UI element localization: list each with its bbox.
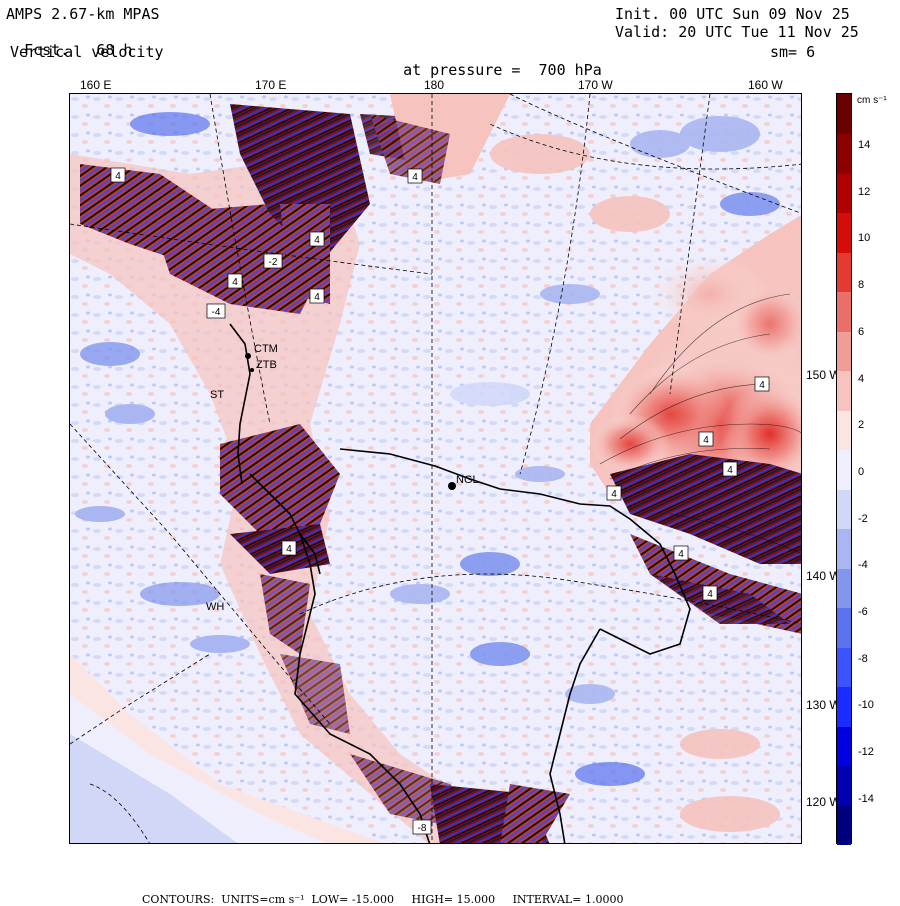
colorbar bbox=[836, 93, 852, 846]
contour-label: 4 bbox=[110, 167, 126, 183]
lat-label-120w: 120 W bbox=[806, 795, 841, 809]
colorbar-tick-label: -10 bbox=[858, 699, 874, 712]
colorbar-unit: cm s⁻¹ bbox=[857, 95, 887, 106]
svg-text:4: 4 bbox=[232, 277, 238, 288]
lat-label-130w: 130 W bbox=[806, 698, 841, 712]
contour-label: -8 bbox=[412, 819, 432, 835]
contour-label: -4 bbox=[206, 303, 226, 319]
vertical-velocity-map: NGL CTM ZTB WH ST 4 4 4 4 4 -4 4 -2 4 4 bbox=[69, 93, 802, 844]
contour-label: 4 bbox=[407, 168, 423, 184]
colorbar-tick-label: 6 bbox=[858, 325, 865, 338]
colorbar-segment bbox=[837, 370, 851, 411]
init-time: Init. 00 UTC Sun 09 Nov 25 bbox=[615, 5, 850, 23]
colorbar-segment bbox=[837, 212, 851, 253]
svg-text:4: 4 bbox=[759, 380, 765, 391]
svg-text:4: 4 bbox=[611, 489, 617, 500]
colorbar-tick-label: -2 bbox=[858, 512, 868, 525]
contour-label: 4 bbox=[722, 461, 738, 477]
svg-text:4: 4 bbox=[707, 589, 713, 600]
colorbar-tick-label: 2 bbox=[858, 419, 865, 432]
lon-label-170e: 170 E bbox=[255, 78, 287, 92]
lon-label-180: 180 bbox=[424, 78, 445, 92]
svg-text:4: 4 bbox=[115, 171, 121, 182]
forecast-hour: Fcst. 68 h bbox=[6, 23, 132, 59]
lat-label-150w: 150 W bbox=[806, 368, 841, 382]
colorbar-tick-label: 4 bbox=[858, 372, 865, 385]
valid-time: Valid: 20 UTC Tue 11 Nov 25 bbox=[615, 23, 859, 41]
colorbar-segment bbox=[837, 94, 851, 135]
svg-text:4: 4 bbox=[314, 292, 320, 303]
contour-label: 4 bbox=[702, 585, 718, 601]
colorbar-tick-label: 14 bbox=[858, 139, 871, 151]
footer-contours: CONTOURS: UNITS=cm s⁻¹ LOW= -15.000 HIGH… bbox=[135, 880, 623, 906]
contour-label: 4 bbox=[227, 273, 243, 289]
svg-text:-4: -4 bbox=[212, 307, 221, 318]
lon-label-170w: 170 W bbox=[578, 78, 613, 92]
svg-text:4: 4 bbox=[727, 465, 733, 476]
contour-label: 4 bbox=[309, 288, 325, 304]
station-wh-label: WH bbox=[206, 601, 224, 613]
pressure-level: at pressure = 700 hPa bbox=[385, 43, 602, 79]
colorbar-segment bbox=[837, 765, 851, 806]
colorbar-segment bbox=[837, 726, 851, 767]
colorbar-segment bbox=[837, 686, 851, 727]
colorbar-tick-label: 8 bbox=[858, 279, 865, 292]
svg-text:4: 4 bbox=[703, 435, 709, 446]
colorbar-tick-label: -4 bbox=[858, 559, 868, 572]
lon-label-160e: 160 E bbox=[80, 78, 112, 92]
colorbar-tick-label: -8 bbox=[858, 652, 868, 665]
colorbar-segment bbox=[837, 133, 851, 174]
contour-label: 4 bbox=[606, 485, 622, 501]
colorbar-segment bbox=[837, 647, 851, 688]
colorbar-segment bbox=[837, 173, 851, 214]
contour-label: -2 bbox=[263, 253, 283, 269]
svg-text:4: 4 bbox=[314, 235, 320, 246]
station-wh: WH bbox=[206, 601, 224, 613]
contour-label: 4 bbox=[698, 431, 714, 447]
station-ctm-label: CTM bbox=[254, 343, 278, 355]
station-ngl-label: NGL bbox=[456, 474, 479, 486]
colorbar-tick-label: 10 bbox=[858, 232, 871, 245]
contour-label: 4 bbox=[754, 376, 770, 392]
colorbar-tick-label: 12 bbox=[858, 185, 871, 198]
svg-text:4: 4 bbox=[286, 544, 292, 555]
colorbar-segment bbox=[837, 252, 851, 293]
svg-text:4: 4 bbox=[678, 549, 684, 560]
station-ztb: ZTB bbox=[250, 359, 277, 372]
lat-label-140w: 140 W bbox=[806, 569, 841, 583]
colorbar-tick-label: -14 bbox=[858, 792, 874, 805]
svg-text:-2: -2 bbox=[269, 257, 278, 268]
station-st: ST bbox=[210, 389, 224, 401]
contour-label: 4 bbox=[309, 231, 325, 247]
colorbar-segment bbox=[837, 410, 851, 451]
svg-text:4: 4 bbox=[412, 172, 418, 183]
colorbar-tick-label: -12 bbox=[858, 746, 874, 759]
contour-label: 4 bbox=[673, 545, 689, 561]
fcst-label: Fcst. bbox=[24, 41, 70, 59]
pressure-label: at pressure = bbox=[403, 61, 521, 79]
colorbar-segment bbox=[837, 291, 851, 332]
svg-text:-8: -8 bbox=[418, 823, 427, 834]
map-svg: NGL CTM ZTB WH ST 4 4 4 4 4 -4 4 -2 4 4 bbox=[70, 94, 801, 843]
station-ztb-label: ZTB bbox=[256, 359, 277, 371]
station-ctm: CTM bbox=[245, 343, 278, 359]
field-name: Vertical velocity bbox=[10, 43, 164, 61]
station-st-label: ST bbox=[210, 389, 224, 401]
colorbar-tick-label: 0 bbox=[858, 465, 865, 478]
contour-label: 4 bbox=[281, 540, 297, 556]
colorbar-tick-label: -6 bbox=[858, 606, 868, 618]
lon-label-160w: 160 W bbox=[748, 78, 783, 92]
colorbar-segment bbox=[837, 805, 851, 846]
colorbar-segment bbox=[837, 607, 851, 648]
colorbar-segment bbox=[837, 449, 851, 490]
pressure-value: 700 hPa bbox=[538, 61, 602, 79]
smoothing-label: sm= 6 bbox=[770, 43, 816, 61]
colorbar-segment bbox=[837, 489, 851, 530]
colorbar-segment bbox=[837, 528, 851, 569]
fcst-value: 68 h bbox=[96, 41, 133, 59]
colorbar-segment bbox=[837, 568, 851, 609]
station-ngl: NGL bbox=[448, 474, 479, 490]
model-title: AMPS 2.67-km MPAS bbox=[6, 5, 160, 23]
colorbar-segment bbox=[837, 331, 851, 372]
